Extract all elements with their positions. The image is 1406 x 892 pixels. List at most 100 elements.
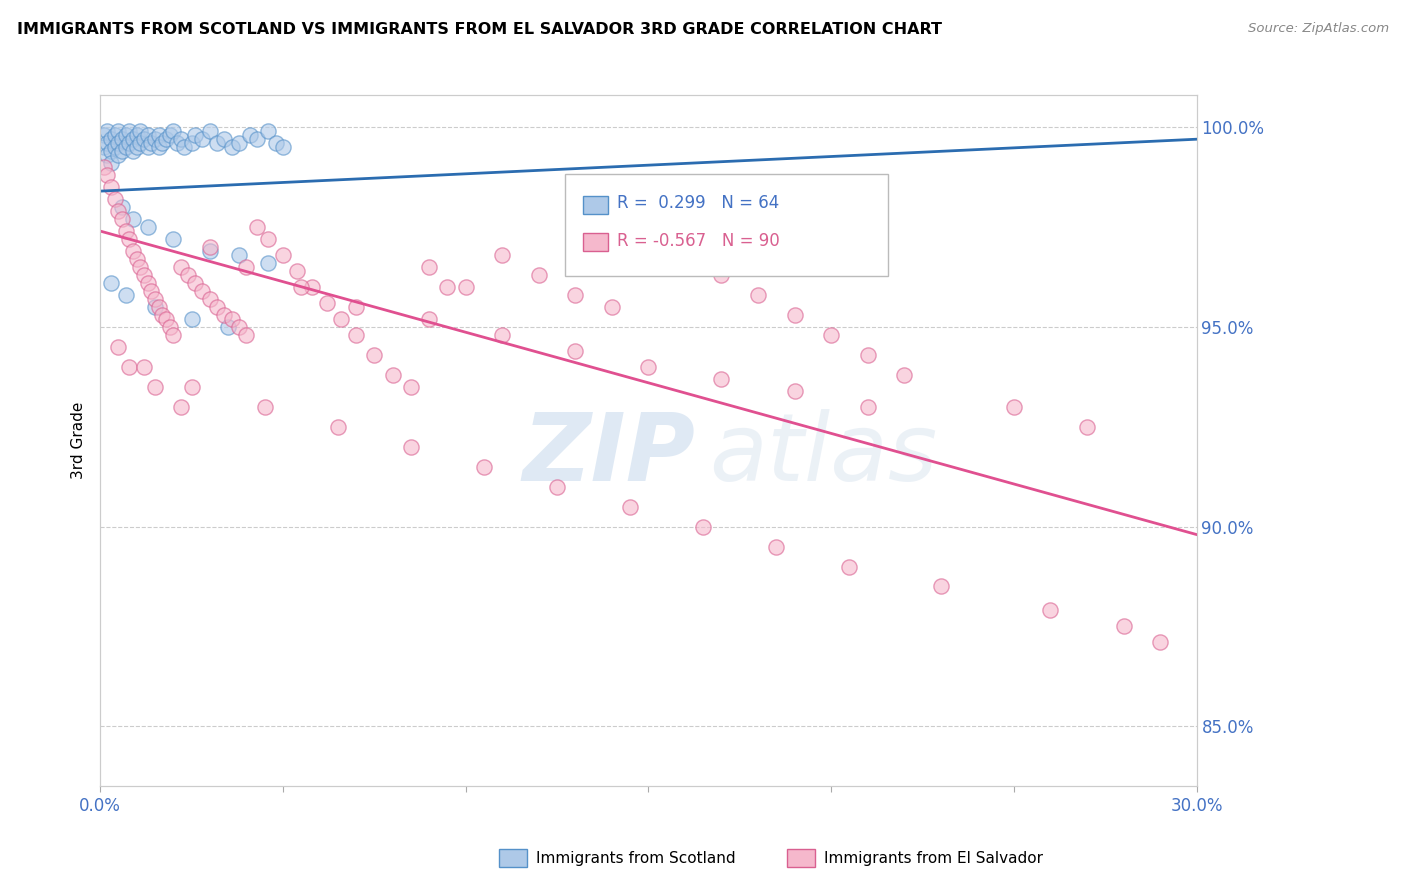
Point [264,136,287,151]
Point [125,252,148,266]
Point [114,224,136,238]
Point [136,140,159,154]
Point [93,140,115,154]
Point [564,343,586,358]
Point [111,212,134,227]
Point [143,300,166,314]
Point [228,319,250,334]
Point [143,132,166,146]
Point [287,264,309,278]
Point [173,140,195,154]
Point [177,268,200,282]
Point [150,136,173,151]
Point [527,268,550,282]
Point [221,140,243,154]
Point [180,380,202,394]
Point [710,372,733,386]
Point [100,156,122,170]
Point [100,144,122,158]
Text: R =  0.299   N = 64: R = 0.299 N = 64 [617,194,779,212]
Point [1002,400,1025,414]
Point [673,252,696,266]
Point [363,348,385,362]
Point [191,284,214,298]
Point [856,400,879,414]
Point [491,248,513,262]
Point [162,232,184,246]
Point [783,308,806,322]
Point [271,140,294,154]
Point [132,359,155,374]
Point [454,280,477,294]
Point [125,140,148,154]
Point [111,144,134,158]
Point [122,212,145,227]
Point [118,124,141,138]
Point [159,319,181,334]
Point [491,327,513,342]
Point [122,132,145,146]
Point [214,132,236,146]
Point [111,132,134,146]
Point [929,579,952,593]
Text: Immigrants from El Salvador: Immigrants from El Salvador [824,851,1043,865]
Point [122,144,145,158]
Point [136,276,159,290]
Point [159,128,181,143]
Point [148,128,170,143]
Point [472,459,495,474]
Point [257,232,280,246]
Point [330,312,353,326]
Point [129,124,152,138]
Point [129,136,152,151]
Point [765,540,787,554]
Point [198,124,221,138]
Point [104,192,127,206]
Point [637,359,659,374]
Point [214,308,236,322]
Point [1039,603,1062,617]
Point [893,368,915,382]
Point [166,136,188,151]
Point [148,140,170,154]
Point [546,480,568,494]
Point [118,136,141,151]
Point [344,327,367,342]
Point [257,124,280,138]
Point [155,132,177,146]
Point [315,296,337,310]
Point [344,300,367,314]
Point [114,140,136,154]
Point [132,132,155,146]
Point [111,200,134,214]
Point [747,288,769,302]
Point [96,148,118,162]
Point [162,124,184,138]
Point [184,276,207,290]
Y-axis label: 3rd Grade: 3rd Grade [72,402,86,479]
Point [235,327,257,342]
Point [118,359,141,374]
Point [205,300,228,314]
Point [710,268,733,282]
Point [96,136,118,151]
Point [184,128,207,143]
Point [820,327,842,342]
Point [399,440,422,454]
Point [114,128,136,143]
Point [180,136,202,151]
Point [1149,635,1171,649]
Point [564,288,586,302]
Point [169,132,191,146]
Point [191,132,214,146]
Point [1112,619,1135,633]
Point [141,284,163,298]
Point [96,168,118,182]
Point [271,248,294,262]
Point [100,180,122,194]
Point [169,400,191,414]
Point [619,500,641,514]
Point [148,300,170,314]
Text: Source: ZipAtlas.com: Source: ZipAtlas.com [1249,22,1389,36]
Point [150,308,173,322]
